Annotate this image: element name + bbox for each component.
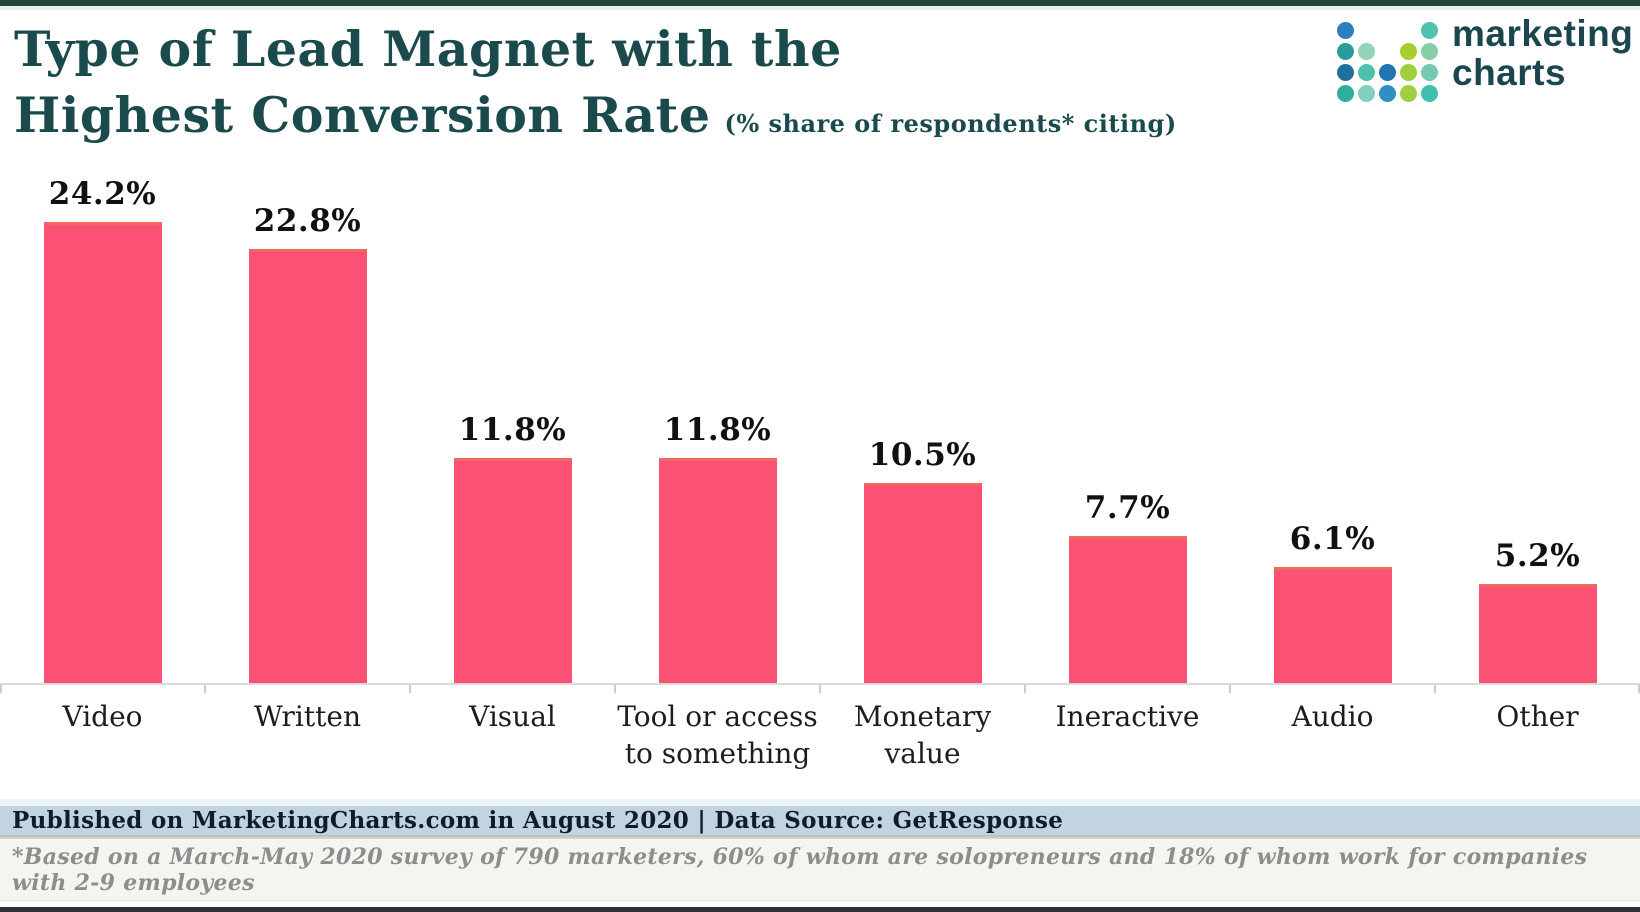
category-label-tool-or-access-to-something: Tool or access to something [617,700,818,770]
category-label-audio: Audio [1291,700,1374,733]
bar-value-label-video: 24.2% [48,176,157,213]
chart-subtitle: (% share of respondents* citing) [724,109,1177,138]
bar-video[interactable] [43,222,162,683]
bar-slot-visual: 11.8% [410,412,615,683]
top-border-glow [0,6,1640,10]
logo-dots-icon [1337,22,1438,102]
logo-dot-icon [1358,64,1375,81]
bottom-border [0,907,1640,912]
published-band-edge [0,835,1640,839]
bar-monetary-value[interactable] [863,483,982,683]
footnote-text: *Based on a March-May 2020 survey of 790… [12,843,1588,896]
logo-dot-icon [1421,85,1438,102]
category-label-other: Other [1496,700,1579,733]
logo-dot-icon [1421,43,1438,60]
bar-value-label-written: 22.8% [253,203,362,239]
logo-word-marketing: marketing [1452,13,1634,54]
x-axis-tick [614,685,616,693]
bar-other[interactable] [1478,584,1597,683]
logo-dot-icon [1337,64,1354,81]
category-label-ineractive: Ineractive [1055,700,1200,733]
x-axis-tick [1229,685,1231,693]
x-axis-category-labels: Video Written Visual Tool or access to some… [0,698,1640,772]
bar-value-label-visual: 11.8% [458,412,567,449]
logo-dot-icon [1358,85,1375,102]
bar-slot-audio: 6.1% [1230,521,1435,683]
footnote-band: *Based on a March-May 2020 survey of 790… [0,839,1640,901]
x-axis-ticks [0,685,1640,694]
bar-audio[interactable] [1273,566,1392,683]
logo-dot-icon [1337,22,1354,39]
logo-wordmark: marketing charts [1452,14,1633,92]
category-label-visual: Visual [469,700,556,733]
x-axis-tick [1638,685,1640,693]
plot-area: 24.2% 22.8% 11.8% 11.8% 10.5% 7.7% 6.1% 5.2% [0,150,1640,685]
marketingcharts-logo[interactable]: marketing charts [1337,14,1633,102]
chart-title-line1: Type of Lead Magnet with the [14,20,842,78]
bar-slot-monetary-value: 10.5% [820,437,1025,683]
logo-dot-icon [1337,43,1354,60]
x-axis-tick [1434,685,1436,693]
bar-value-label-ineractive: 7.7% [1084,490,1171,527]
logo-dot-icon [1379,85,1396,102]
logo-dot-icon [1421,64,1438,81]
category-label-video: Video [62,700,143,733]
logo-dot-icon [1421,22,1438,39]
logo-word-charts: charts [1452,52,1567,93]
published-band: Published on MarketingCharts.com in Augu… [0,806,1640,835]
x-axis-tick [409,685,411,693]
bar-slot-written: 22.8% [205,203,410,683]
bar-value-label-monetary-value: 10.5% [868,437,977,474]
logo-dot-icon [1358,43,1375,60]
published-text: Published on MarketingCharts.com in Augu… [12,807,1064,834]
logo-dot-icon [1379,64,1396,81]
top-border [0,0,1640,6]
bar-value-label-other: 5.2% [1494,538,1581,575]
x-axis-tick [819,685,821,693]
category-label-monetary-value: Monetary value [853,700,992,770]
x-axis-tick [204,685,206,693]
bar-slot-video: 24.2% [0,176,205,683]
logo-dot-icon [1400,85,1417,102]
bar-visual[interactable] [453,458,572,683]
bar-slot-tool-or-access-to-something: 11.8% [615,412,820,683]
logo-dot-icon [1400,64,1417,81]
x-axis-tick [0,685,2,693]
x-axis-tick [1024,685,1026,693]
logo-dot-icon [1400,43,1417,60]
bar-slot-ineractive: 7.7% [1025,490,1230,683]
bar-slot-other: 5.2% [1435,538,1640,683]
bar-value-label-tool-or-access-to-something: 11.8% [663,412,772,449]
published-band-glow [0,799,1640,806]
category-label-written: Written [254,700,361,733]
bar-value-label-audio: 6.1% [1289,520,1376,557]
bar-tool-or-access-to-something[interactable] [658,458,777,683]
chart-title-line2-text: Highest Conversion Rate [14,86,711,144]
bar-written[interactable] [248,249,367,683]
bar-ineractive[interactable] [1068,536,1187,683]
logo-dot-icon [1337,85,1354,102]
chart-title-line2: Highest Conversion Rate (% share of respo… [14,82,1177,157]
chart-title-block: Type of Lead Magnet with the Highest Con… [14,16,1177,157]
